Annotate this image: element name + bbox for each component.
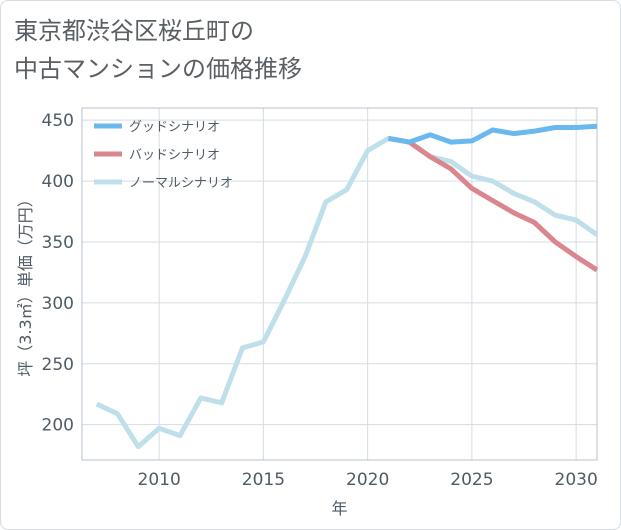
y-tick-label: 400: [42, 172, 74, 192]
legend-label: バッドシナリオ: [129, 148, 220, 163]
y-tick-label: 300: [42, 294, 74, 314]
y-axis-ticks: 200 250 300 350 400 450: [42, 111, 74, 435]
plot-area-border: [81, 107, 598, 461]
series-lines: [95, 123, 599, 450]
chart-title-line-1: 東京都渋谷区桜丘町の: [14, 17, 254, 45]
y-tick-label: 200: [42, 416, 74, 436]
legend-label: グッドシナリオ: [129, 120, 220, 135]
x-tick-label: 2030: [555, 470, 598, 490]
chart-title: 東京都渋谷区桜丘町の 中古マンションの価格推移: [14, 12, 604, 88]
y-axis-label: 坪（3.3㎡）単価（万円）: [16, 191, 35, 376]
x-tick-label: 2025: [450, 470, 493, 490]
chart-title-line-2: 中古マンションの価格推移: [14, 55, 302, 83]
legend-label: ノーマルシナリオ: [129, 176, 233, 191]
y-tick-label: 250: [42, 355, 74, 375]
series-line-2: [388, 135, 599, 273]
x-axis-ticks: 2010 2015 2020 2025 2030: [138, 470, 598, 490]
grid-lines: [82, 108, 597, 460]
x-tick-label: 2010: [138, 470, 181, 490]
x-axis-label: 年: [331, 499, 347, 518]
x-tick-label: 2015: [242, 470, 285, 490]
y-tick-label: 450: [42, 111, 74, 131]
y-tick-label: 350: [42, 233, 74, 253]
series-line-1: [388, 123, 598, 145]
series-line-3: [95, 135, 599, 450]
x-tick-label: 2020: [346, 470, 389, 490]
